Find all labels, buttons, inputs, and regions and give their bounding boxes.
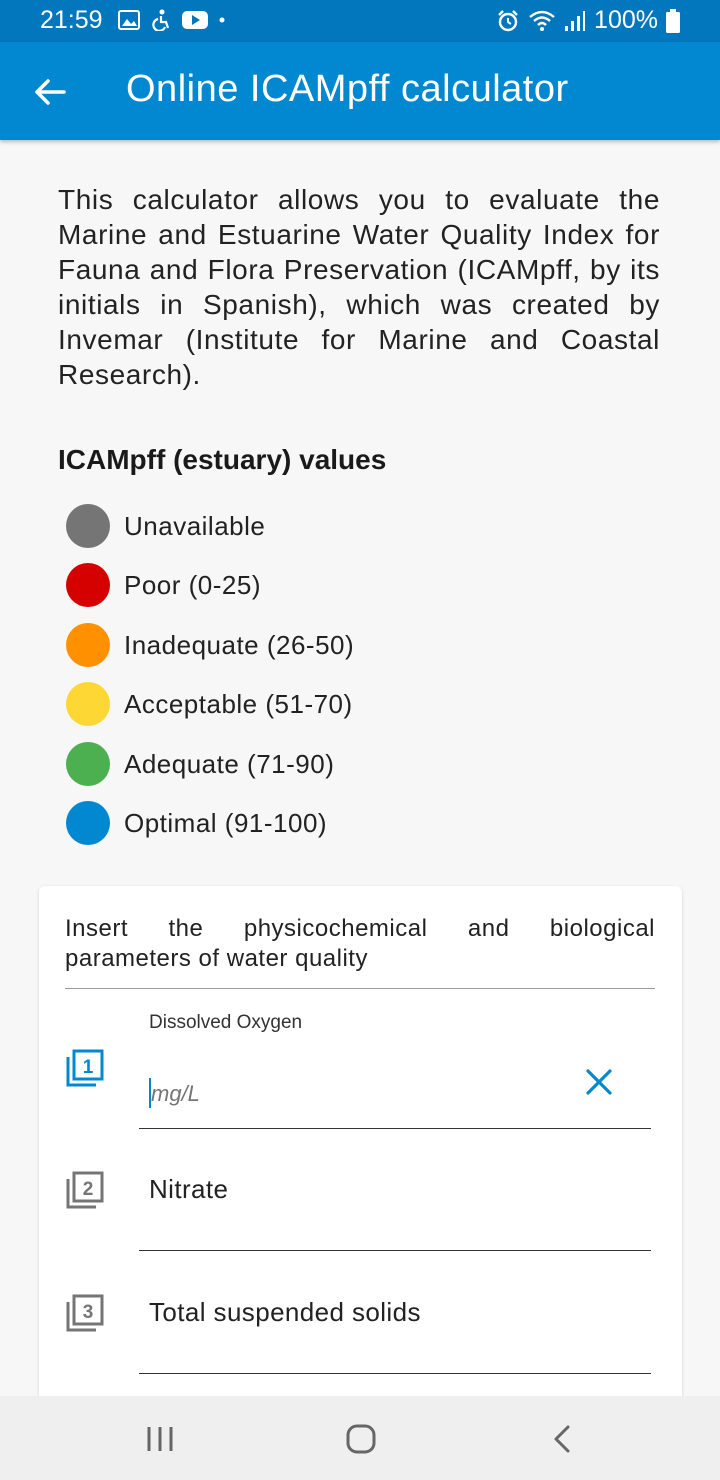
status-bar: 21:59 100% (0, 0, 720, 42)
intro-text: This calculator allows you to evaluate t… (58, 184, 660, 390)
youtube-icon (182, 11, 208, 29)
status-dot-icon (66, 504, 110, 548)
status-dot-icon (66, 623, 110, 667)
legend-label: Inadequate (26-50) (124, 629, 355, 660)
alarm-icon (498, 9, 518, 31)
legend-item-optimal: Optimal (91-100) (66, 801, 327, 845)
legend-label: Poor (0-25) (124, 569, 261, 600)
status-time: 21:59 (40, 6, 103, 34)
legend-label: Acceptable (51-70) (124, 688, 353, 719)
status-dot-icon (66, 563, 110, 607)
battery-icon (666, 8, 680, 33)
legend-item-poor: Poor (0-25) (66, 563, 261, 607)
filter-2-icon: 2 (66, 1171, 104, 1209)
filter-3-icon: 3 (66, 1294, 104, 1332)
dissolved-oxygen-label: Dissolved Oxygen (149, 1012, 303, 1033)
image-icon (118, 10, 140, 30)
legend-item-acceptable: Acceptable (51-70) (66, 682, 353, 726)
system-nav-bar (0, 1396, 720, 1480)
nitrate-label[interactable]: Nitrate (149, 1174, 229, 1204)
legend-title: ICAMpff (estuary) values (58, 444, 387, 475)
divider (65, 988, 655, 989)
total-suspended-solids-label[interactable]: Total suspended solids (149, 1297, 421, 1327)
legend-label: Adequate (71-90) (124, 748, 335, 779)
card-heading: Insert the physicochemical and biologica… (65, 915, 655, 972)
back-icon[interactable] (546, 1422, 580, 1456)
input-underline (139, 1373, 651, 1374)
status-dot-icon (66, 682, 110, 726)
filter-1-icon: 1 (66, 1049, 104, 1087)
field-number: 2 (83, 1179, 94, 1200)
close-icon[interactable] (584, 1067, 614, 1097)
page-title: Online ICAMpff calculator (126, 68, 569, 110)
dissolved-oxygen-input[interactable] (149, 1080, 553, 1108)
dot-icon (219, 17, 225, 23)
recent-apps-icon[interactable] (143, 1422, 177, 1456)
legend-item-unavailable: Unavailable (66, 504, 265, 548)
legend-label: Optimal (91-100) (124, 807, 328, 838)
status-dot-icon (66, 742, 110, 786)
accessibility-icon (152, 9, 170, 31)
home-icon[interactable] (344, 1422, 378, 1456)
arrow-left-icon[interactable] (30, 72, 70, 112)
signal-icon (565, 10, 586, 31)
wifi-icon (529, 10, 555, 31)
parameters-card: Insert the physicochemical and biologica… (39, 886, 682, 1406)
field-number: 1 (83, 1057, 94, 1078)
legend-label: Unavailable (124, 510, 266, 541)
status-left-icons (118, 9, 226, 31)
status-right: 100% (496, 6, 680, 35)
field-number: 3 (83, 1302, 94, 1323)
input-underline (139, 1128, 651, 1129)
legend-item-inadequate: Inadequate (26-50) (66, 623, 354, 667)
app-bar: Online ICAMpff calculator (0, 42, 720, 140)
legend-item-adequate: Adequate (71-90) (66, 742, 334, 786)
input-underline (139, 1250, 651, 1251)
battery-percent: 100% (594, 6, 658, 34)
status-dot-icon (66, 801, 110, 845)
